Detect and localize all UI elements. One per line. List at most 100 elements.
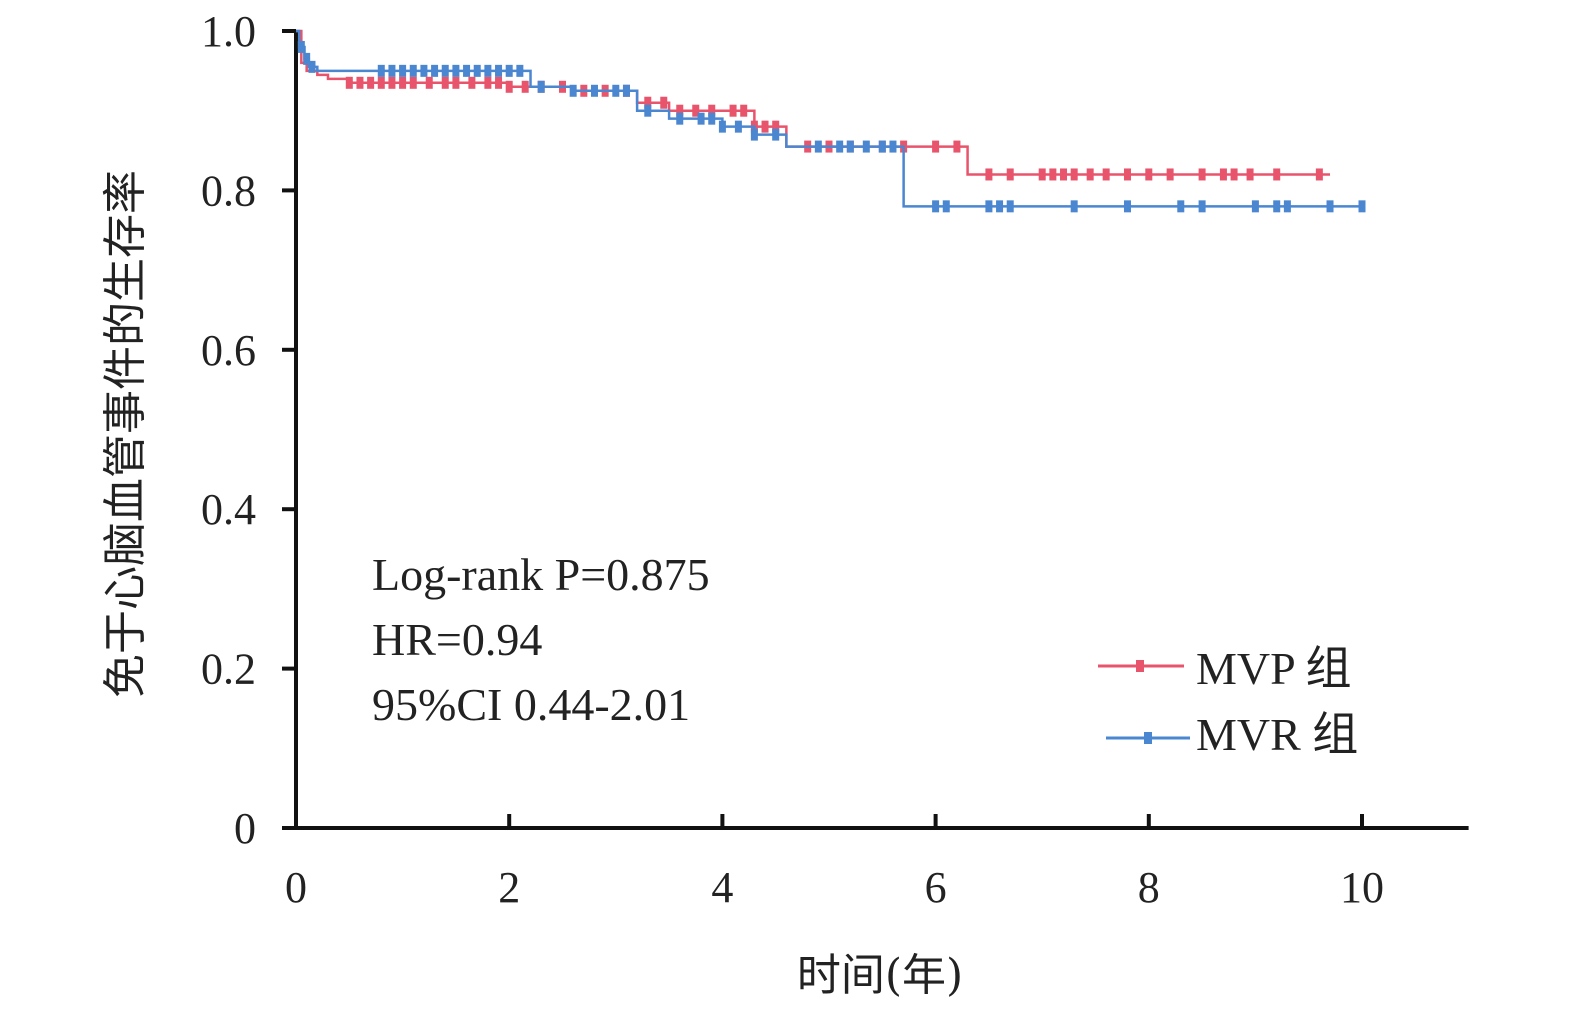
censor-mark-mvr	[1070, 200, 1078, 213]
censor-mark-mvp	[1006, 168, 1014, 181]
censor-mark-mvr	[996, 200, 1004, 213]
censor-mark-mvr	[399, 64, 407, 77]
censor-mark-mvr	[942, 200, 950, 213]
legend: MVP 组 MVR 组	[1098, 643, 1358, 760]
censor-mark-mvr	[1326, 200, 1334, 213]
censor-mark-mvr	[750, 128, 758, 141]
censor-mark-mvr	[676, 112, 684, 125]
censor-mark-mvr	[516, 64, 524, 77]
censor-mark-mvp	[409, 76, 417, 89]
censor-mark-mvp	[985, 168, 993, 181]
censor-mark-mvp	[388, 76, 396, 89]
censor-mark-mvp	[1219, 168, 1227, 181]
y-tick-label: 0.8	[201, 166, 256, 215]
censor-mark-mvr	[303, 52, 311, 65]
censor-mark-mvr	[420, 64, 428, 77]
censor-mark-mvp	[399, 76, 407, 89]
censor-mark-mvr	[473, 64, 481, 77]
censor-mark-mvr	[697, 112, 705, 125]
censor-mark-mvr	[463, 64, 471, 77]
censor-mark-mvp	[495, 76, 503, 89]
censor-mark-mvp	[772, 120, 780, 133]
y-tick-label: 0.4	[201, 485, 256, 534]
censor-mark-mvp	[1060, 168, 1068, 181]
censor-mark-mvr	[612, 84, 620, 97]
censor-mark-mvp	[1315, 168, 1323, 181]
censor-mark-mvr	[932, 200, 940, 213]
censor-mark-mvp	[676, 104, 684, 117]
logrank-annotation: Log-rank P=0.875	[372, 549, 710, 600]
censor-mark-mvr	[484, 64, 492, 77]
censor-mark-mvr	[297, 40, 305, 53]
legend-label-mvp: MVP 组	[1196, 643, 1352, 694]
censor-mark-mvp	[953, 140, 961, 153]
censor-mark-mvp	[1123, 168, 1131, 181]
censor-mark-mvp	[425, 76, 433, 89]
y-tick-label: 1.0	[201, 7, 256, 56]
y-tick-label: 0.2	[201, 645, 256, 694]
censor-mark-mvp	[660, 96, 668, 109]
censor-mark-mvr	[772, 128, 780, 141]
censor-mark-mvr	[985, 200, 993, 213]
censor-mark-mvr	[431, 64, 439, 77]
censor-mark-mvp	[1038, 168, 1046, 181]
censor-mark-mvr	[1251, 200, 1259, 213]
censor-mark-mvp	[1166, 168, 1174, 181]
censor-mark-mvr	[590, 84, 598, 97]
censor-mark-mvr	[622, 84, 630, 97]
hr-annotation: HR=0.94	[372, 614, 542, 665]
ci-annotation: 95%CI 0.44-2.01	[372, 679, 690, 730]
x-tick-label: 8	[1138, 863, 1160, 912]
censor-mark-mvp	[708, 104, 716, 117]
censor-mark-mvp	[1273, 168, 1281, 181]
x-tick-label: 6	[925, 863, 947, 912]
censor-mark-mvr	[1273, 200, 1281, 213]
censor-mark-mvp	[468, 76, 476, 89]
axis-ticks: 0 2 4 6 8 10 0 0.2 0.4 0.6 0.8 1.0	[201, 7, 1384, 912]
censor-mark-mvr	[388, 64, 396, 77]
censor-mark-mvr	[708, 112, 716, 125]
y-tick-label: 0.6	[201, 326, 256, 375]
censor-mark-mvr	[1198, 200, 1206, 213]
censor-mark-mvr	[505, 64, 513, 77]
censor-mark-mvr	[452, 64, 460, 77]
censor-mark-mvp	[692, 104, 700, 117]
x-tick-label: 4	[711, 863, 733, 912]
censor-mark-mvr	[1177, 200, 1185, 213]
legend-marker-mvr	[1144, 732, 1152, 744]
axes	[294, 31, 1469, 830]
censor-mark-mvp	[377, 76, 385, 89]
censor-mark-mvr	[569, 84, 577, 97]
censor-mark-mvr	[1123, 200, 1131, 213]
censor-mark-mvp	[1086, 168, 1094, 181]
censor-mark-mvr	[734, 120, 742, 133]
legend-label-mvr: MVR 组	[1196, 709, 1358, 760]
censor-mark-mvr	[644, 104, 652, 117]
censor-mark-mvp	[1102, 168, 1110, 181]
censor-mark-mvp	[1230, 168, 1238, 181]
censor-mark-mvr	[878, 140, 886, 153]
censor-mark-mvp	[505, 80, 513, 93]
y-axis-title: 免于心脑血管事件的生存率	[100, 170, 151, 698]
legend-marker-mvp	[1136, 660, 1144, 672]
censor-mark-mvr	[495, 64, 503, 77]
x-tick-label: 2	[498, 863, 520, 912]
censor-mark-mvp	[740, 104, 748, 117]
censor-mark-mvp	[356, 76, 364, 89]
censor-mark-mvr	[377, 64, 385, 77]
x-tick-label: 10	[1340, 863, 1384, 912]
censor-mark-mvp	[729, 104, 737, 117]
censor-mark-mvp	[761, 120, 769, 133]
censor-mark-mvp	[521, 80, 529, 93]
censor-mark-mvp	[484, 76, 492, 89]
censor-mark-mvp	[441, 76, 449, 89]
censor-mark-mvr	[718, 120, 726, 133]
censor-mark-mvr	[1006, 200, 1014, 213]
x-axis-title: 时间(年)	[797, 950, 963, 1001]
censor-mark-mvp	[1246, 168, 1254, 181]
censor-mark-mvp	[1070, 168, 1078, 181]
censor-mark-mvr	[537, 80, 545, 93]
x-tick-label: 0	[285, 863, 307, 912]
censor-mark-mvr	[409, 64, 417, 77]
